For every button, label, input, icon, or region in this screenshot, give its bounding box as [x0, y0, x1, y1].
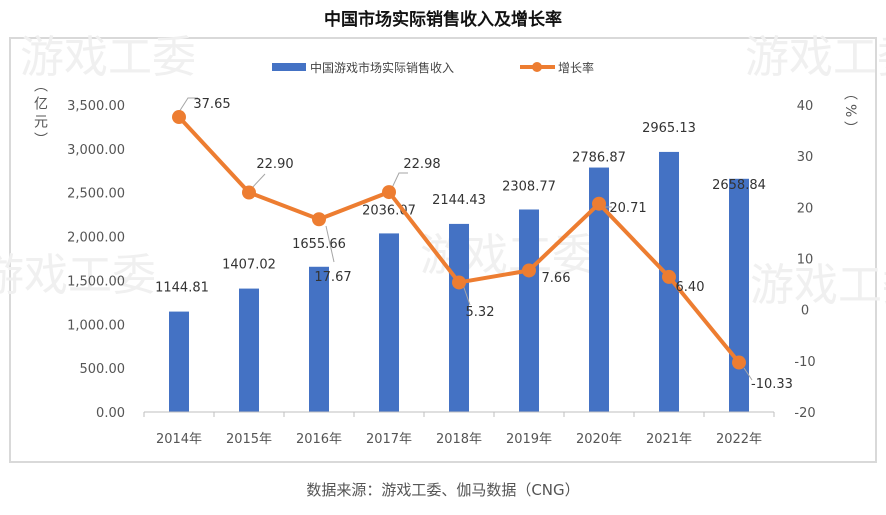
left-tick-label: 3,000.00 — [67, 143, 125, 158]
label-leader-line — [325, 225, 335, 263]
legend-bar-swatch — [272, 63, 306, 71]
bar-value-label: 1407.02 — [222, 258, 276, 273]
x-tick-label: 2021年 — [646, 432, 692, 447]
bar-value-label: 2965.13 — [642, 121, 696, 136]
left-tick-label: 2,000.00 — [67, 231, 125, 246]
growth-value-label: 22.98 — [403, 157, 440, 172]
left-tick-label: 3,500.00 — [67, 99, 125, 114]
growth-value-label: 22.90 — [256, 157, 293, 172]
watermark-text: 游戏工委 — [745, 32, 886, 83]
label-leader-line — [178, 97, 198, 113]
bar-value-label: 2658.84 — [712, 178, 766, 193]
right-tick-label: -20 — [794, 406, 815, 421]
growth-point — [592, 196, 606, 211]
left-tick-label: 1,000.00 — [67, 318, 125, 333]
label-leader-line — [250, 173, 266, 190]
growth-value-label: -10.33 — [751, 377, 793, 392]
left-axis-label: （亿元） — [32, 78, 48, 150]
growth-point — [172, 110, 186, 125]
growth-point — [662, 269, 676, 284]
bar — [169, 311, 189, 412]
bar — [519, 209, 539, 412]
growth-value-label: 20.71 — [609, 201, 646, 216]
right-tick-label: -10 — [794, 355, 815, 370]
growth-value-label: 5.32 — [466, 305, 495, 320]
bar — [379, 233, 399, 412]
source-note: 数据来源：游戏工委、伽马数据（CNG） — [306, 481, 579, 499]
bar-series: 1144.811407.021655.662036.072144.432308.… — [155, 121, 766, 412]
right-tick-label: 20 — [797, 201, 814, 216]
bar-value-label: 2144.43 — [432, 193, 486, 208]
legend: 中国游戏市场实际销售收入 增长率 — [272, 60, 594, 75]
legend-line-marker — [532, 62, 542, 72]
growth-point — [452, 275, 466, 290]
right-tick-label: 10 — [797, 253, 814, 268]
x-tick-label: 2022年 — [716, 432, 762, 447]
right-axis-label: （%） — [842, 86, 858, 139]
left-tick-label: 500.00 — [80, 362, 126, 377]
bar — [449, 223, 469, 412]
growth-point — [522, 263, 536, 278]
left-tick-label: 2,500.00 — [67, 187, 125, 202]
legend-line-label: 增长率 — [558, 60, 594, 75]
x-tick-label: 2016年 — [296, 432, 342, 447]
line-series: 37.65 22.90 17.67 22.98 5.32 7.66 20.71 6.40 -10… — [172, 97, 793, 392]
bar-value-label: 1144.81 — [155, 281, 209, 296]
x-tick-label: 2014年 — [156, 432, 202, 447]
bar — [239, 288, 259, 412]
growth-point — [382, 185, 396, 200]
x-tick-label: 2019年 — [506, 432, 552, 447]
growth-value-label: 17.67 — [314, 270, 351, 285]
growth-value-label: 6.40 — [676, 280, 705, 295]
x-tick-label: 2018年 — [436, 432, 482, 447]
bar — [589, 167, 609, 412]
growth-point — [732, 355, 746, 370]
x-axis: 2014年 2015年 2016年 2017年 2018年 2019年 2020年 2021年… — [143, 411, 775, 447]
x-tick-label: 2020年 — [576, 432, 622, 447]
right-tick-label: 0 — [801, 304, 809, 319]
bar-value-label: 2308.77 — [502, 179, 556, 194]
watermark-text: 游戏工委 — [0, 250, 156, 301]
chart-title: 中国市场实际销售收入及增长率 — [324, 9, 562, 30]
x-tick-label: 2015年 — [226, 432, 272, 447]
bar — [729, 178, 749, 412]
bar-value-label: 1655.66 — [292, 237, 346, 252]
watermark-text: 游戏工委 — [750, 260, 886, 311]
growth-value-label: 7.66 — [542, 271, 571, 286]
growth-point — [312, 212, 326, 227]
right-axis: （%） -20 -10 0 10 20 30 40 — [794, 86, 858, 421]
growth-value-label: 37.65 — [193, 97, 230, 112]
growth-point — [242, 185, 256, 200]
legend-bar-label: 中国游戏市场实际销售收入 — [310, 60, 454, 75]
right-tick-label: 30 — [797, 150, 814, 165]
right-tick-label: 40 — [797, 99, 814, 114]
x-tick-label: 2017年 — [366, 432, 412, 447]
watermark-text: 游戏工委 — [20, 32, 196, 83]
left-tick-label: 0.00 — [96, 406, 125, 421]
label-leader-line — [390, 172, 408, 191]
left-axis: （亿元） 0.00 500.00 1,000.00 1,500.00 2,000.00 2… — [32, 78, 125, 421]
bar-value-label: 2786.87 — [572, 151, 626, 166]
left-tick-label: 1,500.00 — [67, 274, 125, 289]
bar — [309, 266, 329, 412]
label-leader-line — [743, 367, 753, 381]
